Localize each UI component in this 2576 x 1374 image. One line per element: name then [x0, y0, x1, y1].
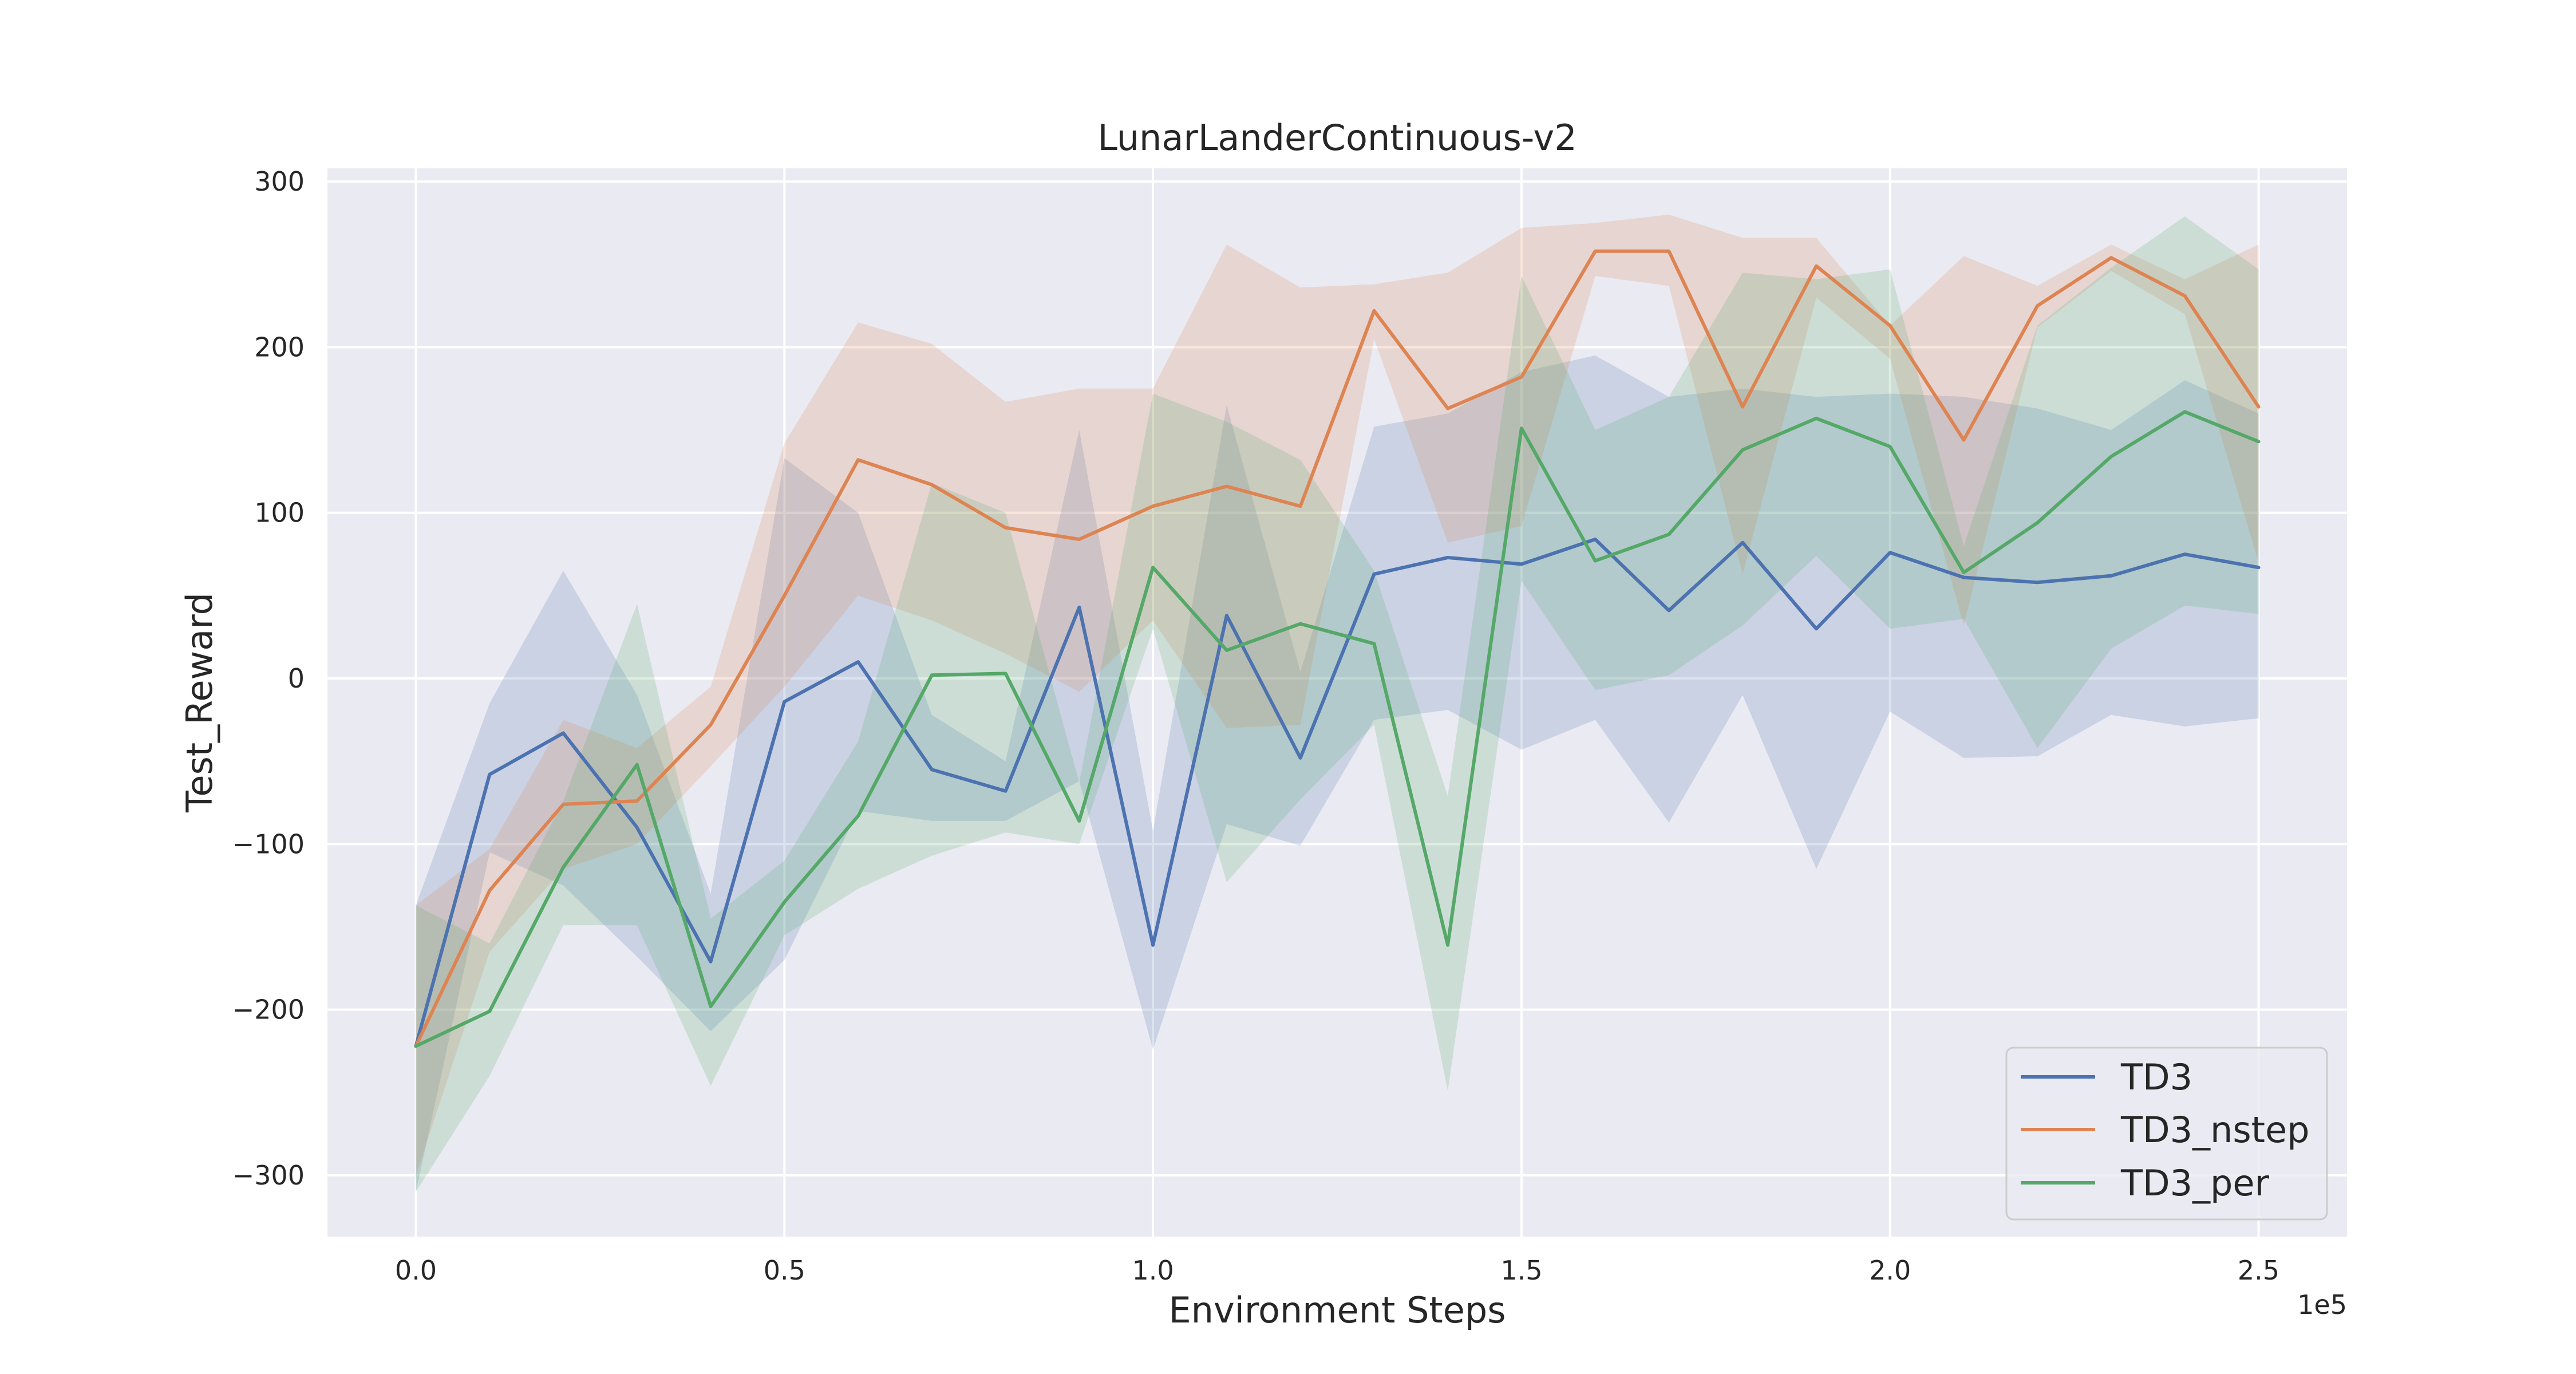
legend-box	[2005, 1047, 2328, 1221]
band-td3	[416, 355, 2259, 1192]
legend-label-td3: TD3	[2120, 1056, 2192, 1098]
series-lines	[414, 249, 2261, 1048]
x-axis-title: Environment Steps	[1168, 1289, 1506, 1331]
x-tick-label: 2.5	[2238, 1255, 2279, 1286]
series-line-td3-nstep	[414, 249, 2261, 1048]
y-axis-title: Test_Reward	[179, 593, 220, 813]
band-td3-nstep	[416, 215, 2259, 1175]
series-line-td3-per	[414, 410, 2261, 1048]
legend-label-td3-nstep: TD3_nstep	[2120, 1109, 2309, 1151]
tick-labels: 0.0 0.5 1.0 1.5 2.0 2.5 −300 −200 −100 0 100 200 300	[232, 166, 2279, 1286]
legend-label-td3-per: TD3_per	[2120, 1162, 2270, 1204]
confidence-bands	[416, 215, 2259, 1192]
legend: TD3 TD3_nstep TD3_per	[2005, 1047, 2328, 1221]
x-axis-offset-label: 1e5	[2297, 1289, 2347, 1320]
x-tick-label: 0.0	[395, 1255, 437, 1286]
series-line-td3	[414, 538, 2261, 1048]
x-tick-label: 0.5	[764, 1255, 805, 1286]
y-tick-label: −100	[232, 828, 305, 859]
y-tick-label: −200	[232, 994, 305, 1025]
y-tick-label: 300	[254, 166, 305, 197]
y-tick-label: 0	[288, 663, 305, 694]
chart-title: LunarLanderContinuous-v2	[1097, 117, 1577, 159]
y-tick-label: 100	[254, 498, 305, 528]
y-tick-label: −300	[232, 1160, 305, 1191]
band-td3-per	[416, 216, 2259, 1192]
y-tick-label: 200	[254, 331, 305, 362]
x-tick-label: 1.0	[1132, 1255, 1174, 1286]
x-tick-label: 2.0	[1869, 1255, 1911, 1286]
x-tick-label: 1.5	[1500, 1255, 1542, 1286]
